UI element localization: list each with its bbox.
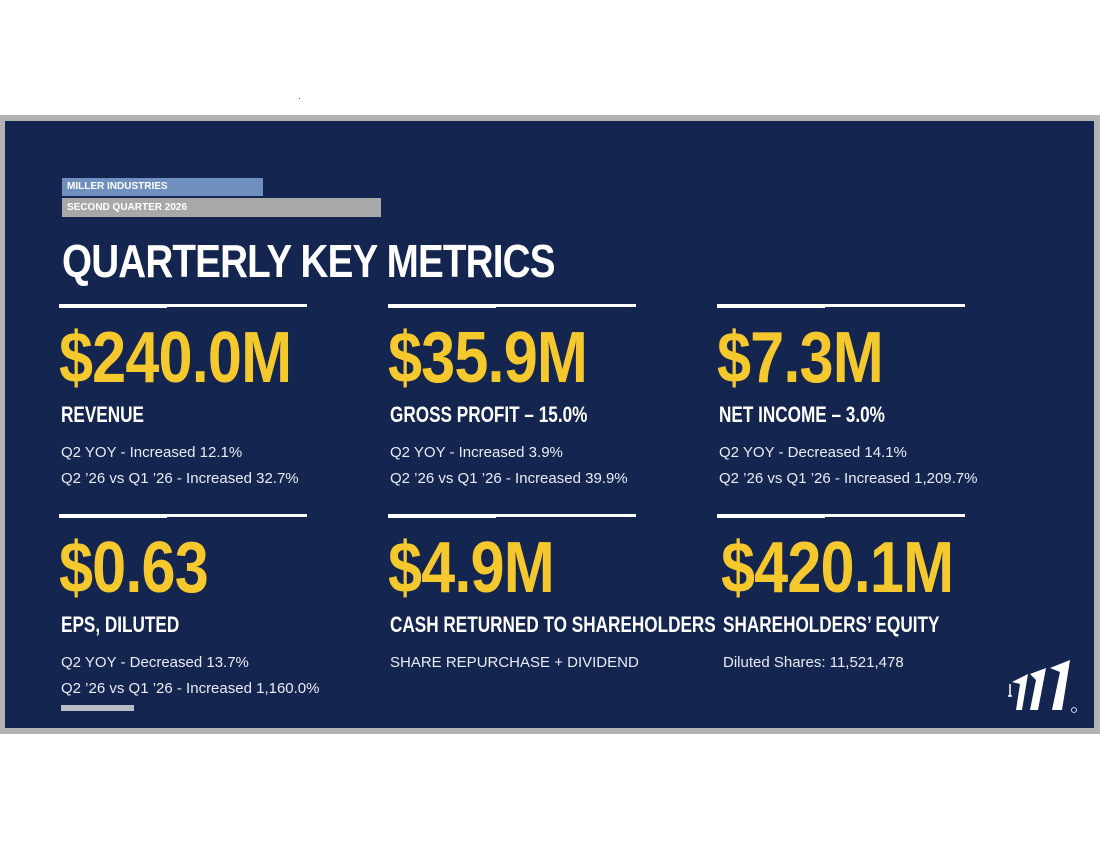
metric-label: SHAREHOLDERS’ EQUITY: [723, 612, 940, 637]
metric-detail: Q2 YOY - Increased 12.1%: [61, 444, 243, 461]
metric-value: $7.3M: [717, 318, 884, 398]
metric-value: $4.9M: [388, 528, 555, 608]
stray-mark: [299, 98, 300, 99]
metric-value: $420.1M: [721, 528, 954, 608]
metric-detail: Q2 ’26 vs Q1 ’26 - Increased 1,209.7%: [719, 470, 978, 487]
metric-divider-accent: [717, 304, 825, 308]
metric-label: REVENUE: [61, 402, 144, 427]
metric-label: CASH RETURNED TO SHAREHOLDERS: [390, 612, 716, 637]
footer-accent-bar: [61, 705, 134, 711]
metric-divider-accent: [388, 514, 496, 518]
metric-label: NET INCOME – 3.0%: [719, 402, 885, 427]
metric-detail: SHARE REPURCHASE + DIVIDEND: [390, 654, 639, 671]
slide: [5, 121, 1094, 728]
metric-value: $240.0M: [59, 318, 292, 398]
miller-industries-logo-icon: [1008, 660, 1077, 713]
metric-detail: Diluted Shares: 11,521,478: [723, 654, 904, 671]
quarter-tag: SECOND QUARTER 2026: [62, 198, 381, 217]
metric-detail: Q2 ’26 vs Q1 ’26 - Increased 39.9%: [390, 470, 628, 487]
metric-divider-accent: [388, 304, 496, 308]
metric-detail: Q2 ’26 vs Q1 ’26 - Increased 1,160.0%: [61, 680, 320, 697]
metric-detail: Q2 ’26 vs Q1 ’26 - Increased 32.7%: [61, 470, 299, 487]
company-tag: MILLER INDUSTRIES: [62, 178, 263, 196]
metric-divider-accent: [59, 304, 167, 308]
metric-value: $0.63: [59, 528, 209, 608]
metric-value: $35.9M: [388, 318, 588, 398]
metric-detail: Q2 YOY - Decreased 13.7%: [61, 654, 249, 671]
metric-label: GROSS PROFIT – 15.0%: [390, 402, 588, 427]
page-title: QUARTERLY KEY METRICS: [62, 235, 555, 287]
metric-detail: Q2 YOY - Decreased 14.1%: [719, 444, 907, 461]
metric-detail: Q2 YOY - Increased 3.9%: [390, 444, 563, 461]
metric-divider-accent: [59, 514, 167, 518]
metric-divider-accent: [717, 514, 825, 518]
metric-label: EPS, DILUTED: [61, 612, 180, 637]
